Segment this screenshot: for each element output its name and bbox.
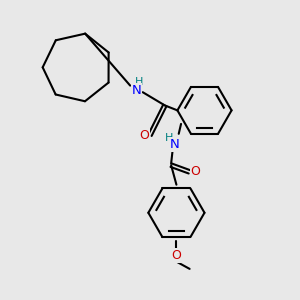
Text: O: O [139,129,149,142]
Text: H: H [165,133,173,143]
Text: N: N [169,138,179,151]
Text: O: O [172,249,182,262]
Text: O: O [190,165,200,178]
Text: H: H [135,77,144,87]
Text: N: N [132,84,142,97]
